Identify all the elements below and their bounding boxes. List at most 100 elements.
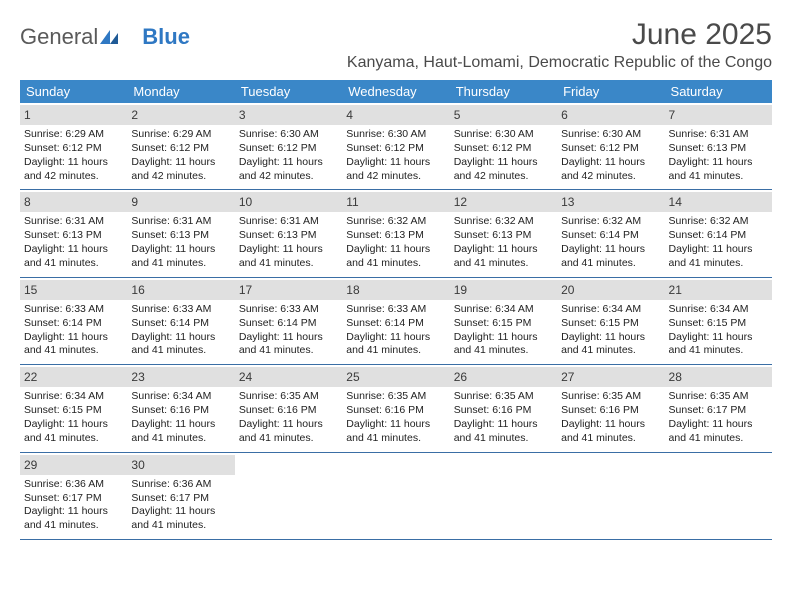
daylight-line: Daylight: 11 hours and 41 minutes. xyxy=(24,243,123,271)
sunrise-line: Sunrise: 6:34 AM xyxy=(669,303,768,317)
sunset-line: Sunset: 6:17 PM xyxy=(24,492,123,506)
day-number: 24 xyxy=(239,370,252,384)
daylight-line: Daylight: 11 hours and 41 minutes. xyxy=(346,331,445,359)
daynum-bar: 30 xyxy=(127,455,234,475)
sunrise-line: Sunrise: 6:31 AM xyxy=(669,128,768,142)
sunrise-line: Sunrise: 6:35 AM xyxy=(669,390,768,404)
daylight-line: Daylight: 11 hours and 41 minutes. xyxy=(669,156,768,184)
daylight-line: Daylight: 11 hours and 41 minutes. xyxy=(561,243,660,271)
sunset-line: Sunset: 6:15 PM xyxy=(669,317,768,331)
daylight-line: Daylight: 11 hours and 41 minutes. xyxy=(669,418,768,446)
daylight-line: Daylight: 11 hours and 41 minutes. xyxy=(239,243,338,271)
day-number: 23 xyxy=(131,370,144,384)
daylight-line: Daylight: 11 hours and 42 minutes. xyxy=(24,156,123,184)
sunrise-line: Sunrise: 6:36 AM xyxy=(24,478,123,492)
sunset-line: Sunset: 6:14 PM xyxy=(24,317,123,331)
daylight-line: Daylight: 11 hours and 41 minutes. xyxy=(669,331,768,359)
week-row: 15Sunrise: 6:33 AMSunset: 6:14 PMDayligh… xyxy=(20,278,772,365)
sunset-line: Sunset: 6:13 PM xyxy=(131,229,230,243)
daynum-bar: 28 xyxy=(665,367,772,387)
day-cell: 14Sunrise: 6:32 AMSunset: 6:14 PMDayligh… xyxy=(665,190,772,276)
sunrise-line: Sunrise: 6:35 AM xyxy=(239,390,338,404)
day-of-week-row: SundayMondayTuesdayWednesdayThursdayFrid… xyxy=(20,80,772,103)
day-cell xyxy=(235,453,342,539)
daylight-line: Daylight: 11 hours and 41 minutes. xyxy=(239,331,338,359)
daylight-line: Daylight: 11 hours and 41 minutes. xyxy=(24,331,123,359)
day-cell: 1Sunrise: 6:29 AMSunset: 6:12 PMDaylight… xyxy=(20,103,127,189)
day-cell: 29Sunrise: 6:36 AMSunset: 6:17 PMDayligh… xyxy=(20,453,127,539)
title-block: June 2025 Kanyama, Haut-Lomami, Democrat… xyxy=(347,18,772,72)
sunrise-line: Sunrise: 6:35 AM xyxy=(454,390,553,404)
sunset-line: Sunset: 6:12 PM xyxy=(454,142,553,156)
daynum-bar: 21 xyxy=(665,280,772,300)
day-number: 27 xyxy=(561,370,574,384)
sunset-line: Sunset: 6:13 PM xyxy=(346,229,445,243)
daylight-line: Daylight: 11 hours and 41 minutes. xyxy=(131,505,230,533)
day-number: 18 xyxy=(346,283,359,297)
sunset-line: Sunset: 6:16 PM xyxy=(346,404,445,418)
daynum-bar: 12 xyxy=(450,192,557,212)
day-number: 11 xyxy=(346,195,358,209)
sunset-line: Sunset: 6:16 PM xyxy=(561,404,660,418)
sunrise-line: Sunrise: 6:30 AM xyxy=(454,128,553,142)
daynum-bar: 15 xyxy=(20,280,127,300)
sunset-line: Sunset: 6:14 PM xyxy=(346,317,445,331)
day-cell: 17Sunrise: 6:33 AMSunset: 6:14 PMDayligh… xyxy=(235,278,342,364)
daylight-line: Daylight: 11 hours and 41 minutes. xyxy=(131,418,230,446)
week-row: 1Sunrise: 6:29 AMSunset: 6:12 PMDaylight… xyxy=(20,103,772,190)
day-cell: 15Sunrise: 6:33 AMSunset: 6:14 PMDayligh… xyxy=(20,278,127,364)
dow-label: Tuesday xyxy=(235,80,342,103)
logo-triangle-icon xyxy=(100,24,118,50)
day-cell: 27Sunrise: 6:35 AMSunset: 6:16 PMDayligh… xyxy=(557,365,664,451)
month-title: June 2025 xyxy=(347,18,772,52)
sunrise-line: Sunrise: 6:32 AM xyxy=(454,215,553,229)
day-number: 13 xyxy=(561,195,574,209)
day-number: 25 xyxy=(346,370,359,384)
sunset-line: Sunset: 6:12 PM xyxy=(239,142,338,156)
dow-label: Monday xyxy=(127,80,234,103)
day-cell: 19Sunrise: 6:34 AMSunset: 6:15 PMDayligh… xyxy=(450,278,557,364)
sunrise-line: Sunrise: 6:31 AM xyxy=(24,215,123,229)
daylight-line: Daylight: 11 hours and 41 minutes. xyxy=(454,243,553,271)
day-number: 12 xyxy=(454,195,467,209)
day-number: 19 xyxy=(454,283,467,297)
sunrise-line: Sunrise: 6:32 AM xyxy=(669,215,768,229)
day-cell: 20Sunrise: 6:34 AMSunset: 6:15 PMDayligh… xyxy=(557,278,664,364)
day-number: 14 xyxy=(669,195,682,209)
location: Kanyama, Haut-Lomami, Democratic Republi… xyxy=(347,54,772,72)
daynum-bar: 5 xyxy=(450,105,557,125)
daynum-bar: 29 xyxy=(20,455,127,475)
daynum-bar: 18 xyxy=(342,280,449,300)
day-cell: 13Sunrise: 6:32 AMSunset: 6:14 PMDayligh… xyxy=(557,190,664,276)
daylight-line: Daylight: 11 hours and 41 minutes. xyxy=(239,418,338,446)
dow-label: Saturday xyxy=(665,80,772,103)
day-cell: 4Sunrise: 6:30 AMSunset: 6:12 PMDaylight… xyxy=(342,103,449,189)
week-row: 22Sunrise: 6:34 AMSunset: 6:15 PMDayligh… xyxy=(20,365,772,452)
week-row: 29 Sunrise: 6:36 AMSunset: 6:17 PM Dayligh… xyxy=(20,453,772,540)
daynum-bar: 16 xyxy=(127,280,234,300)
sunrise-line: Sunrise: 6:29 AM xyxy=(131,128,230,142)
daynum-bar: 20 xyxy=(557,280,664,300)
daylight-line: Daylight: 11 hours and 41 minutes. xyxy=(24,418,123,446)
sunset-line: Sunset: 6:14 PM xyxy=(131,317,230,331)
sunset-line: Sunset: 6:15 PM xyxy=(561,317,660,331)
dow-label: Thursday xyxy=(450,80,557,103)
daynum-bar: 2 xyxy=(127,105,234,125)
day-number: 22 xyxy=(24,370,37,384)
sunrise-line: Sunrise: 6:31 AM xyxy=(131,215,230,229)
daylight-line: Daylight: 11 hours and 42 minutes. xyxy=(239,156,338,184)
daylight-line: Daylight: 11 hours and 42 minutes. xyxy=(561,156,660,184)
dow-label: Friday xyxy=(557,80,664,103)
day-cell xyxy=(557,453,664,539)
sunrise-line: Sunrise: 6:30 AM xyxy=(561,128,660,142)
day-cell: 11Sunrise: 6:32 AMSunset: 6:13 PMDayligh… xyxy=(342,190,449,276)
daynum-bar: 19 xyxy=(450,280,557,300)
sunset-line: Sunset: 6:13 PM xyxy=(24,229,123,243)
daynum-bar: 23 xyxy=(127,367,234,387)
day-number: 16 xyxy=(131,283,144,297)
sunrise-line: Sunrise: 6:35 AM xyxy=(346,390,445,404)
day-cell: 23Sunrise: 6:34 AMSunset: 6:16 PMDayligh… xyxy=(127,365,234,451)
daynum-bar: 10 xyxy=(235,192,342,212)
day-number: 26 xyxy=(454,370,467,384)
day-number: 30 xyxy=(131,458,144,472)
